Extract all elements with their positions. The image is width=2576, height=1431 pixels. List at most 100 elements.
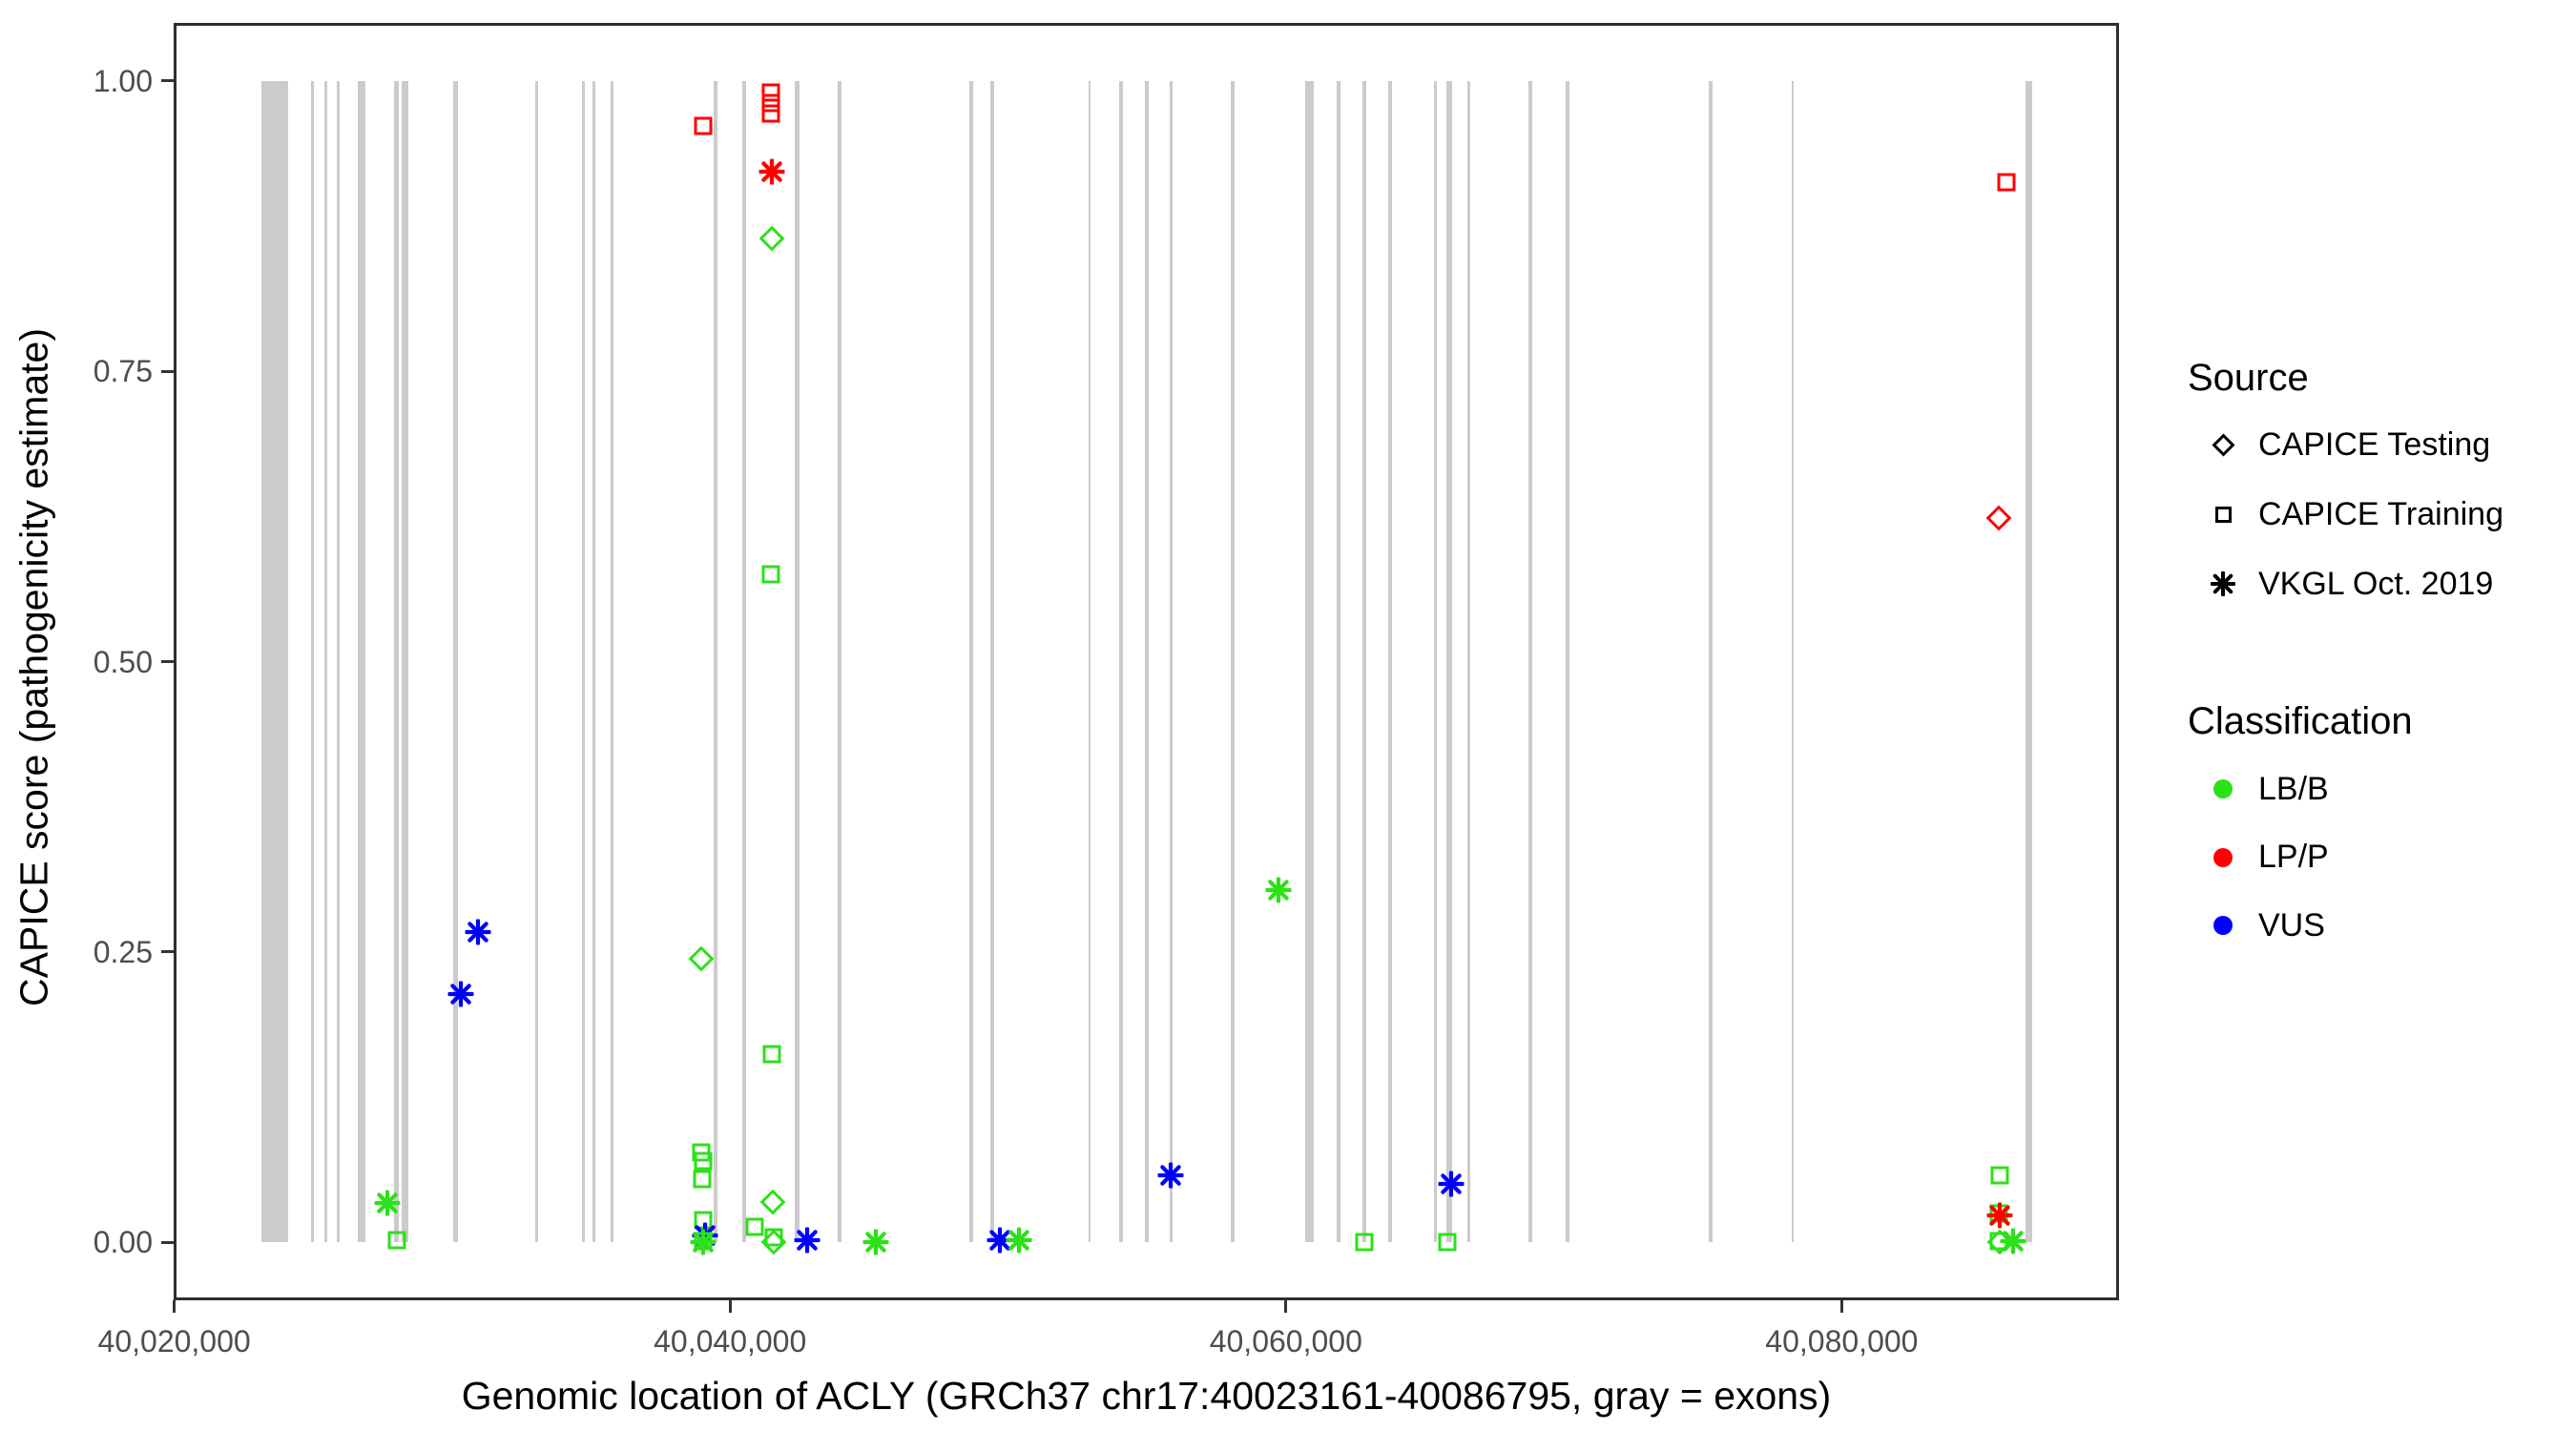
x-tick-label: 40,080,000 [1765, 1324, 1919, 1358]
x-tick-label: 40,060,000 [1209, 1324, 1362, 1358]
data-point-asterisk-vus [1156, 1161, 1184, 1189]
exon-bar [1119, 81, 1124, 1242]
data-point-square-lbb [764, 1228, 783, 1247]
data-point-square-lbb [694, 1151, 713, 1171]
exon-bar [1528, 81, 1533, 1242]
exon-bar [990, 81, 994, 1242]
y-tick-label: 1.00 [93, 63, 153, 98]
data-point-square-lbb [1438, 1233, 1457, 1252]
data-point-square-lpp [761, 93, 780, 113]
y-tick-label: 0.25 [93, 934, 153, 969]
data-point-square-lpp [1997, 173, 2016, 192]
data-point-square-lbb [1990, 1166, 2009, 1185]
data-point-square-lpp [761, 83, 780, 102]
square-icon [2188, 506, 2258, 523]
data-point-asterisk-lbb [373, 1189, 402, 1216]
exon-bar [323, 81, 328, 1242]
y-tick-label: 0.00 [93, 1225, 153, 1260]
x-tick-mark [1839, 1300, 1843, 1313]
data-point-square-lbb [693, 1170, 712, 1189]
data-point-square-lbb [745, 1217, 764, 1236]
exon-bar [969, 81, 974, 1242]
x-tick-label: 40,020,000 [97, 1324, 251, 1358]
dot-icon [2188, 916, 2258, 935]
exon-bar [402, 81, 409, 1242]
exon-bar [261, 81, 289, 1242]
data-point-square-lbb [387, 1231, 406, 1250]
legend-item-vus: VUS [2188, 899, 2325, 952]
data-point-square-lbb [761, 565, 780, 584]
data-point-asterisk-lbb [862, 1229, 890, 1256]
legend-item-label: LB/B [2258, 770, 2329, 807]
data-point-asterisk-vus [1437, 1171, 1465, 1198]
exon-bar [1446, 81, 1452, 1242]
y-tick-label: 0.75 [93, 354, 153, 389]
data-point-asterisk-lbb [689, 1229, 717, 1256]
legend-classification-title: Classification [2188, 700, 2413, 742]
x-tick-label: 40,040,000 [654, 1324, 807, 1358]
exon-bar [581, 81, 586, 1242]
exon-bar [1566, 81, 1569, 1242]
data-point-square-lpp [694, 116, 713, 135]
data-point-asterisk-lbb [2000, 1227, 2027, 1255]
exon-bar [1387, 81, 1393, 1242]
exon-bar [1434, 81, 1437, 1242]
exon-bar [610, 81, 614, 1242]
data-point-square-lbb [694, 1211, 713, 1230]
exon-bar [1467, 81, 1470, 1242]
x-tick-mark [1284, 1300, 1288, 1313]
exon-bar [310, 81, 315, 1242]
x-axis-title: Genomic location of ACLY (GRCh37 chr17:4… [461, 1374, 1832, 1418]
y-tick-mark [161, 950, 174, 954]
legend-item-capice-testing: CAPICE Testing [2188, 418, 2490, 471]
plot-panel [174, 23, 2119, 1300]
asterisk-icon [2188, 571, 2258, 596]
exon-bar [742, 81, 747, 1242]
exon-bar [1791, 81, 1795, 1242]
legend-item-label: CAPICE Testing [2258, 425, 2491, 463]
dot-icon [2188, 847, 2258, 867]
legend-item-label: VKGL Oct. 2019 [2258, 565, 2494, 602]
legend-item-capice-training: CAPICE Training [2188, 487, 2503, 541]
exon-bar [337, 81, 340, 1242]
legend-item-lp-p: LP/P [2188, 831, 2329, 884]
exon-bar [795, 81, 800, 1242]
exon-bar [1709, 81, 1713, 1242]
data-point-asterisk-vus [793, 1226, 821, 1254]
legend-item-label: VUS [2258, 906, 2325, 944]
exon-bar [1304, 81, 1314, 1242]
exon-bar [837, 81, 841, 1242]
legend-source-title: Source [2188, 357, 2309, 399]
exon-bar [358, 81, 366, 1242]
legend-item-label: CAPICE Training [2258, 495, 2503, 532]
exon-bar [535, 81, 538, 1242]
exon-bar [2025, 81, 2033, 1242]
x-tick-mark [728, 1300, 732, 1313]
data-point-asterisk-lpp [1986, 1202, 2014, 1230]
exon-bar [592, 81, 595, 1242]
data-point-diamond-lbb [688, 945, 715, 972]
dot-icon [2188, 779, 2258, 798]
exon-bar [1231, 81, 1235, 1242]
exon-bar [1170, 81, 1173, 1242]
exon-bar [1145, 81, 1149, 1242]
data-point-diamond-lbb [759, 1189, 786, 1214]
data-point-diamond-lbb [758, 225, 785, 252]
legend-item-label: LP/P [2258, 839, 2329, 875]
y-tick-mark [161, 79, 174, 83]
y-tick-mark [161, 369, 174, 373]
exon-bar [394, 81, 399, 1242]
x-tick-mark [173, 1300, 177, 1313]
data-point-square-lpp [761, 104, 780, 123]
data-point-square-lbb [762, 1045, 781, 1064]
y-axis-title: CAPICE score (pathogenicity estimate) [11, 328, 56, 1006]
exon-bar [1088, 81, 1091, 1242]
data-point-diamond-lpp [1985, 505, 2012, 530]
exon-bar [1337, 81, 1340, 1242]
y-tick-mark [161, 1240, 174, 1244]
data-point-asterisk-vus [447, 980, 475, 1007]
y-tick-label: 0.50 [93, 644, 153, 679]
exon-bar [1361, 81, 1366, 1242]
y-tick-mark [161, 660, 174, 663]
